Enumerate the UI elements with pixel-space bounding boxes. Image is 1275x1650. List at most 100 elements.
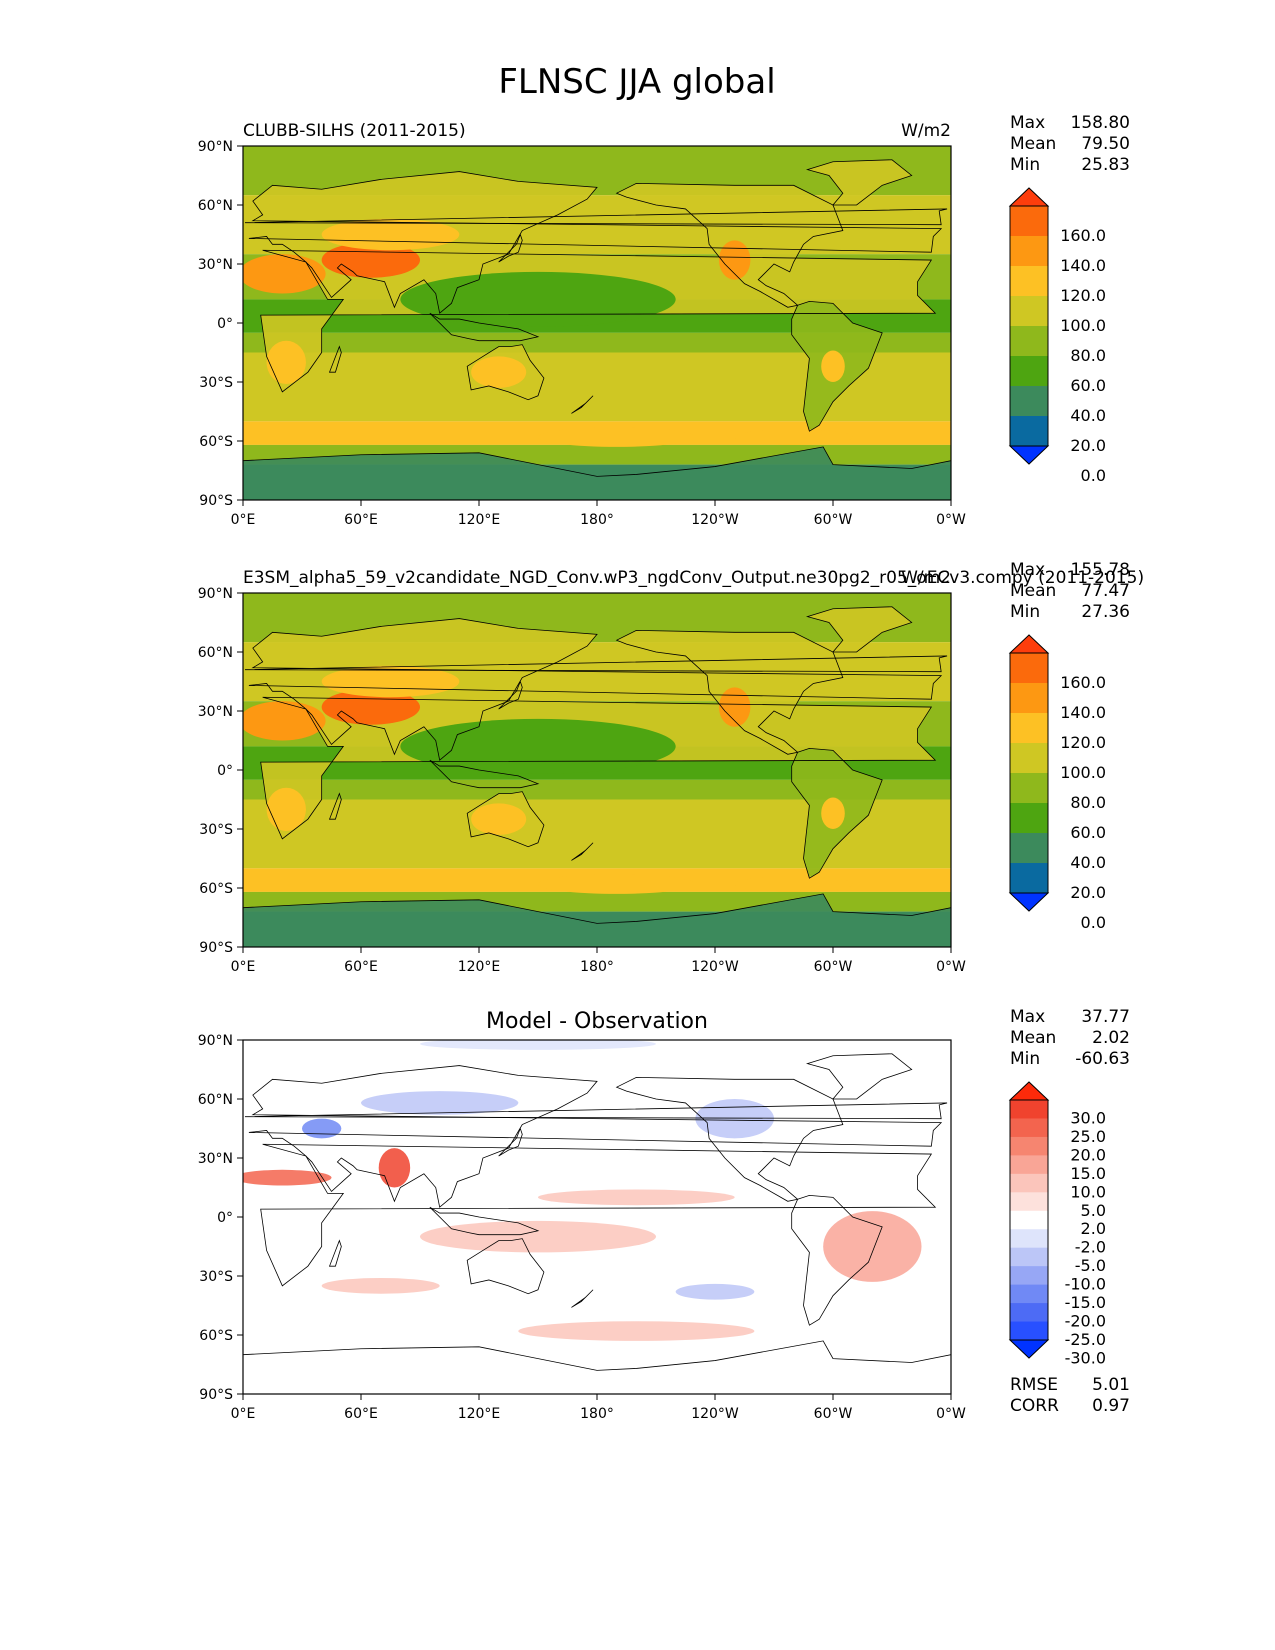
- coastline-australia: [466, 1238, 545, 1295]
- xtick-label: 0°W: [936, 1406, 966, 1422]
- coastline-samerica: [791, 1194, 883, 1326]
- xtick-label: 0°E: [231, 1406, 256, 1422]
- stat-value: 79.50: [1081, 134, 1130, 154]
- colorbar-tick-label: 2.0: [1081, 1219, 1106, 1238]
- colorbar-segment: [1010, 773, 1048, 804]
- ytick-label: 90°S: [199, 493, 233, 509]
- map-field: [243, 1040, 951, 1394]
- map-panel-reference: 90°N 60°N 30°N 0° 30°S 60°S 90°S 0°E 60°E 120°E 18…: [198, 560, 1144, 975]
- ytick-label: 30°N: [198, 257, 233, 273]
- field-patch: [243, 1169, 332, 1186]
- field-patch: [321, 1277, 440, 1294]
- ytick-label: 30°N: [198, 704, 233, 720]
- xtick-label: 0°E: [231, 512, 256, 528]
- colorbar-tick-label: 100.0: [1060, 316, 1106, 335]
- coastline-africa: [260, 1143, 937, 1287]
- map-field: [243, 146, 951, 500]
- colorbar-segment: [1010, 266, 1048, 297]
- stat-value: 25.83: [1081, 155, 1130, 175]
- panel-title: E3SM_alpha5_59_v2candidate_NGD_Conv.wP3_…: [243, 568, 1144, 588]
- colorbar-tick-label: -25.0: [1065, 1330, 1106, 1349]
- colorbar-segment: [1010, 1192, 1048, 1212]
- colorbar-tick-label: -10.0: [1065, 1275, 1106, 1294]
- stat-value: 2.02: [1092, 1028, 1130, 1048]
- panels: 90°N 60°N 30°N 0° 30°S 60°S 90°S 0°E 60°E 120°E 18…: [198, 113, 1144, 1422]
- land-fill: [807, 606, 912, 652]
- colorbar-tick-label: -5.0: [1075, 1256, 1106, 1275]
- colorbar-segment: [1010, 1173, 1048, 1193]
- coastline-indonesia: [429, 759, 540, 789]
- coastline-indonesia: [429, 312, 540, 342]
- colorbar-extend-top: [1008, 1081, 1050, 1101]
- ytick-label: 30°S: [199, 822, 233, 838]
- land-fill: [248, 171, 942, 314]
- xtick-label: 180°: [580, 959, 614, 975]
- figure-title: FLNSC JJA global: [498, 62, 775, 102]
- colorbar-extend-bottom: [1008, 892, 1050, 912]
- ytick-label: 90°N: [198, 139, 233, 155]
- ytick-label: 90°N: [198, 1033, 233, 1049]
- colorbar-tick-label: 20.0: [1070, 883, 1106, 902]
- coastline-madagascar: [328, 792, 342, 820]
- ytick-label: 0°: [217, 316, 233, 332]
- coastline-uk: [244, 1102, 948, 1120]
- colorbar-segment: [1010, 713, 1048, 744]
- xtick-label: 60°E: [344, 959, 378, 975]
- coastline-australia: [466, 344, 545, 401]
- field-patch: [471, 803, 527, 835]
- field-band: [243, 1040, 951, 1394]
- coastline-eurasia: [248, 171, 943, 314]
- xtick-label: 120°W: [691, 1406, 739, 1422]
- colorbar-extend-bottom: [1008, 445, 1050, 465]
- ytick-label: 90°S: [199, 1387, 233, 1403]
- coastline-japan: [498, 233, 523, 263]
- colorbar-segment: [1010, 1155, 1048, 1175]
- colorbar-extend-top: [1008, 634, 1050, 654]
- xtick-label: 60°E: [344, 1406, 378, 1422]
- field-patch: [718, 240, 751, 280]
- colorbar-tick-label: -2.0: [1075, 1238, 1106, 1257]
- colorbar-segment: [1010, 833, 1048, 864]
- field-patch: [361, 1091, 519, 1115]
- coastline-newzealand: [571, 1289, 594, 1308]
- panel-units: W/m2: [901, 121, 951, 141]
- colorbar-tick-label: 60.0: [1070, 823, 1106, 842]
- xtick-label: 120°E: [458, 1406, 501, 1422]
- coastline-greenland: [805, 606, 913, 653]
- colorbar-tick-label: 40.0: [1070, 406, 1106, 425]
- map-field: [243, 593, 951, 947]
- field-patch: [400, 271, 676, 327]
- map-panel-test: 90°N 60°N 30°N 0° 30°S 60°S 90°S 0°E 60°E 120°E 18…: [198, 113, 1130, 528]
- coastline-africa: [260, 249, 937, 393]
- xtick-label: 120°W: [691, 959, 739, 975]
- colorbar-tick-label: 20.0: [1070, 436, 1106, 455]
- field-patch: [420, 1220, 656, 1253]
- colorbar-segment: [1010, 743, 1048, 774]
- colorbar-tick-label: 15.0: [1070, 1164, 1106, 1183]
- colorbar-segment: [1010, 296, 1048, 327]
- coastline-uk: [244, 655, 948, 673]
- field-patch: [400, 718, 676, 774]
- field-patch: [243, 701, 326, 741]
- land-fill: [248, 618, 942, 761]
- ytick-label: 60°N: [198, 645, 233, 661]
- colorbar-tick-label: 140.0: [1060, 256, 1106, 275]
- stat-label: RMSE: [1010, 1375, 1058, 1395]
- colorbar-tick-label: 30.0: [1070, 1108, 1106, 1127]
- stat-label: Max: [1010, 560, 1045, 580]
- xtick-label: 120°E: [458, 512, 501, 528]
- colorbar: 160.0 140.0 120.0 100.0 80.0 60.0 40.0 20.0 0.0: [1008, 187, 1106, 485]
- coastline-eurasia: [248, 1065, 943, 1208]
- coastline-eurasia: [248, 618, 943, 761]
- stat-value: 77.47: [1081, 581, 1130, 601]
- stat-value: -60.63: [1075, 1049, 1130, 1069]
- coastline-uk: [244, 208, 948, 226]
- colorbar-tick-label: 0.0: [1081, 913, 1106, 932]
- colorbar-tick-label: 160.0: [1060, 226, 1106, 245]
- field-patch: [821, 797, 845, 829]
- colorbar-tick-label: 120.0: [1060, 286, 1106, 305]
- field-band: [243, 779, 951, 800]
- colorbar-segment: [1010, 1100, 1048, 1119]
- colorbar-segment: [1010, 1136, 1048, 1156]
